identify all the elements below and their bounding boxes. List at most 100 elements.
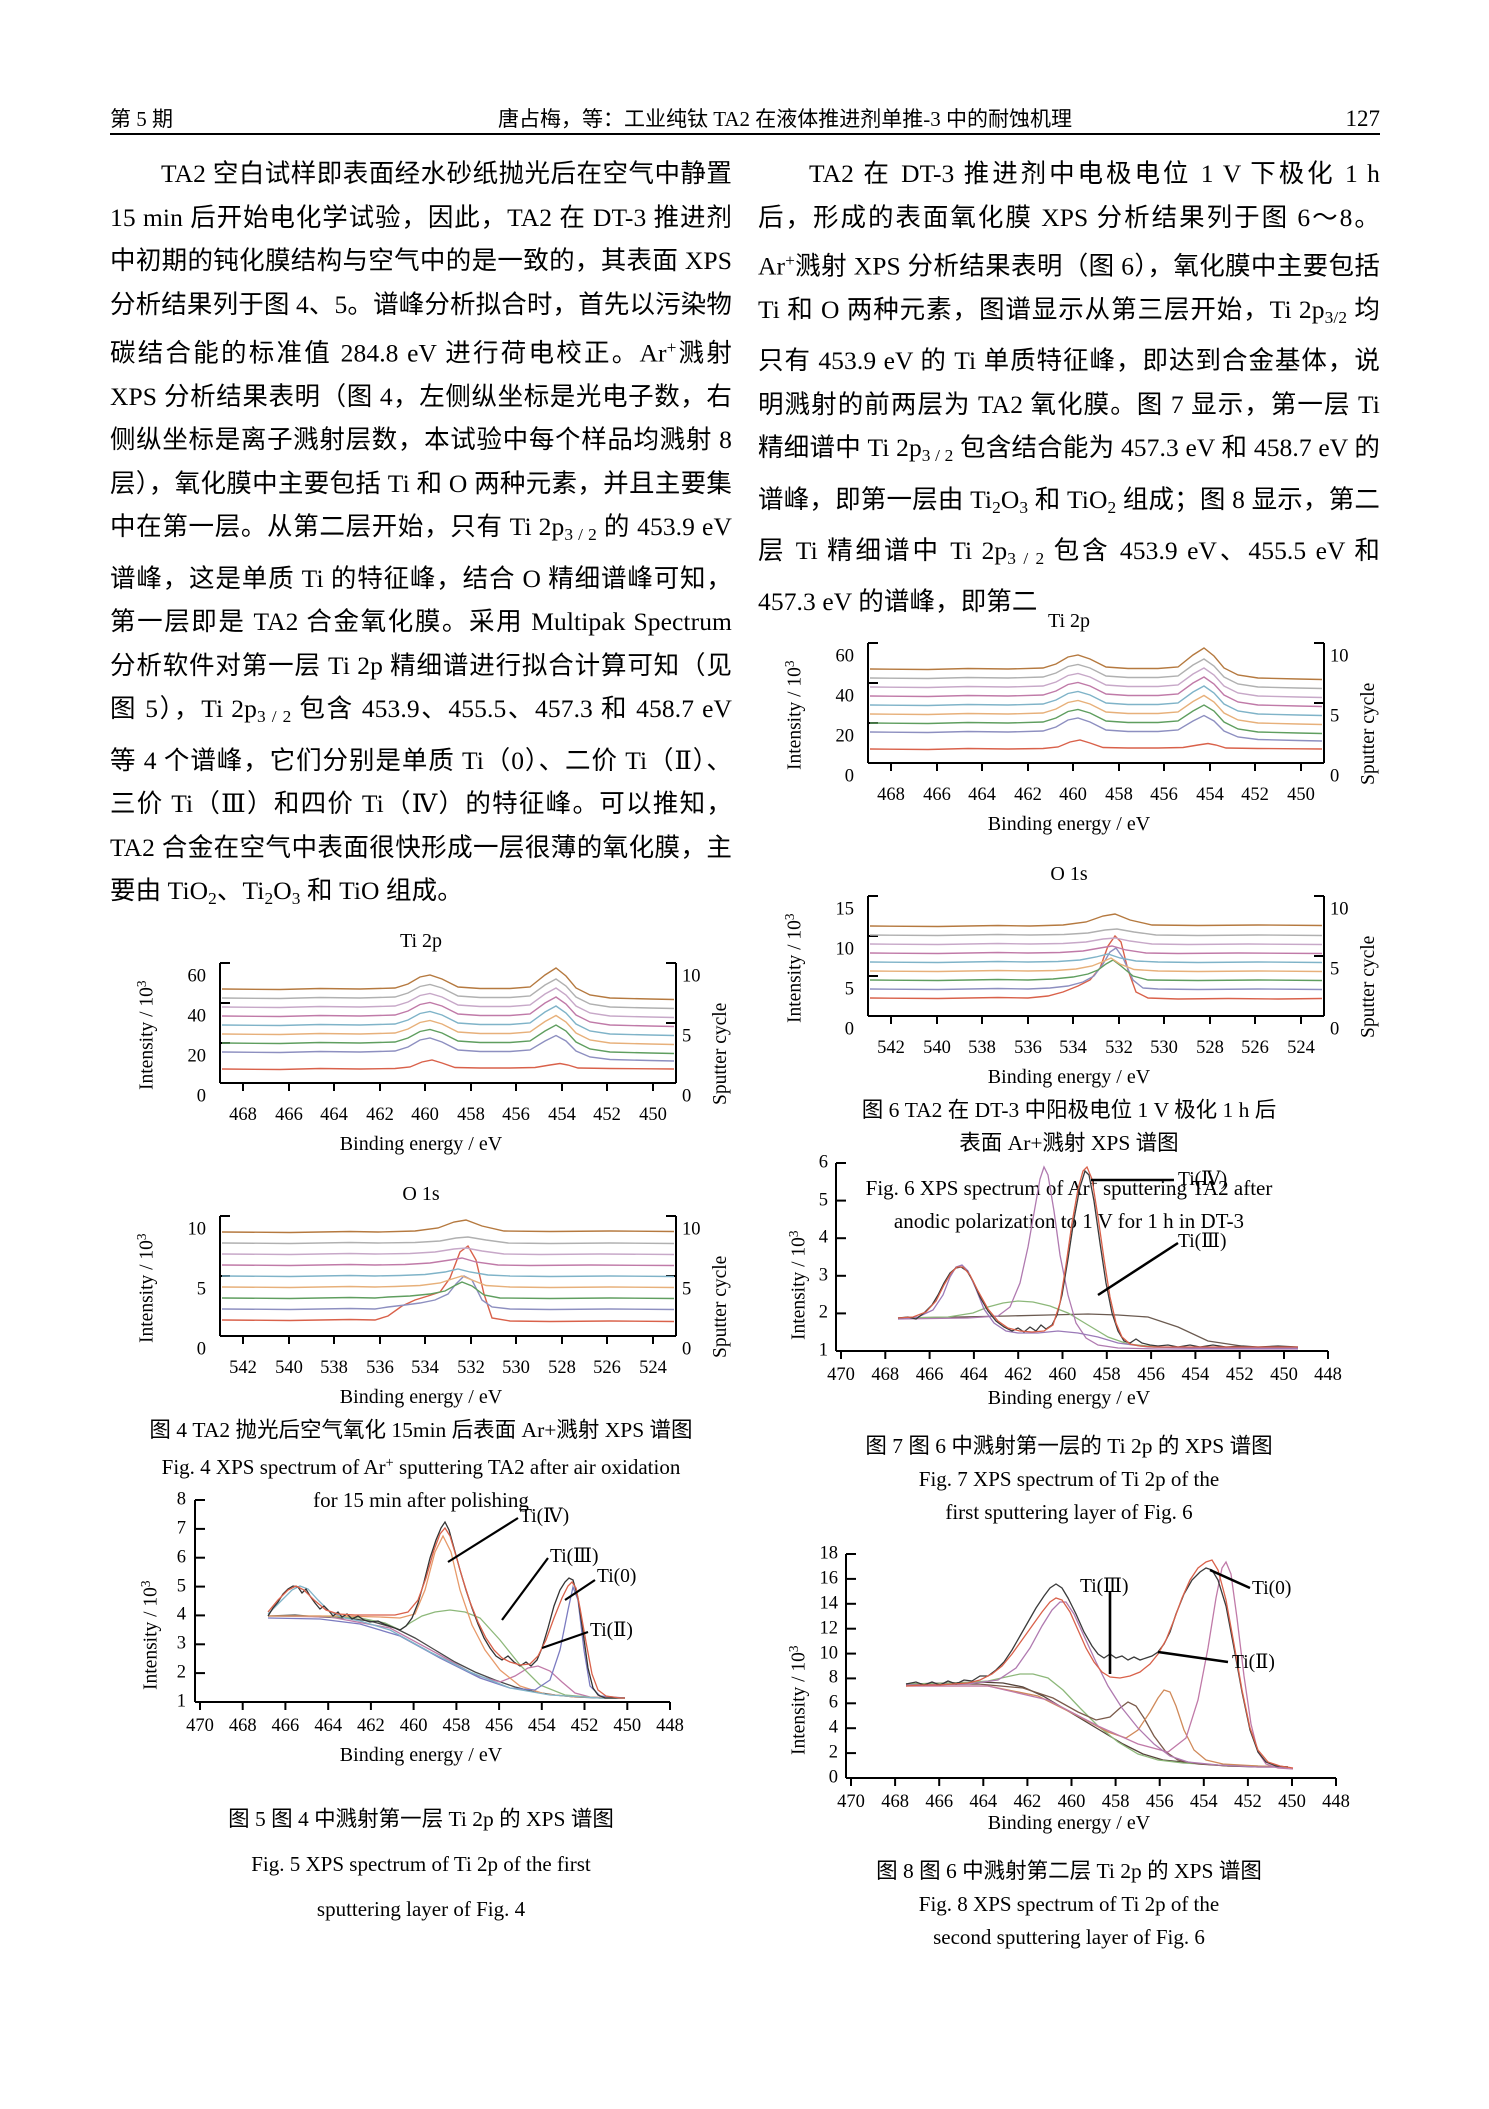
fig6-ti2p-ylabel-right: Sputter cycle <box>1358 682 1379 785</box>
fig7-chart: Intensity / 103 <box>758 1153 1380 1386</box>
fig6-ti2p-xlabel: Binding energy / eV <box>987 813 1151 835</box>
fig6-ti2p-xtick-9: 450 <box>1287 785 1315 805</box>
fig5-annot-ti4: Ti(Ⅳ) <box>520 1506 570 1527</box>
fig7-xtick-2: 466 <box>915 1365 944 1385</box>
fig5-annot-ti0: Ti(0) <box>597 1566 637 1587</box>
fig7-xtick-0: 470 <box>827 1365 855 1385</box>
fig7-xtick-11: 448 <box>1314 1365 1342 1385</box>
fig4-o1s-xtick-8: 526 <box>593 1358 621 1378</box>
fig5-xtick-1: 468 <box>228 1716 257 1736</box>
fig4-ti2p-rtick-5: 5 <box>682 1026 692 1047</box>
fig5-xlabel: Binding energy / eV <box>339 1744 503 1766</box>
fig5-ytick-6: 6 <box>176 1547 186 1568</box>
fig4-caption-en-2: for 15 min after polishing <box>313 1487 529 1512</box>
fig7-ytick-2: 2 <box>818 1302 828 1323</box>
fig6-o1s-xtick-6: 530 <box>1150 1038 1178 1058</box>
fig5-xtick-10: 450 <box>613 1716 642 1736</box>
left-body-paragraph: TA2 空白试样即表面经水砂纸抛光后在空气中静置 15 min 后开始电化学试验… <box>110 159 733 908</box>
fig5-chart: Intensity / 103 <box>110 1490 732 1740</box>
fig6-ti2p-xtick-8: 452 <box>1241 785 1269 805</box>
fig6-ti2p-title: Ti 2p <box>1047 610 1091 632</box>
fig7-annot-ti3: Ti(Ⅲ) <box>1178 1231 1227 1252</box>
fig8-xtick-1: 468 <box>881 1792 909 1812</box>
fig4-o1s-ytick-10: 10 <box>187 1219 207 1240</box>
header-rule <box>110 133 1380 135</box>
fig8-xtick-5: 460 <box>1057 1792 1086 1812</box>
fig6-caption-zh-1: 图 6 TA2 在 DT-3 中阳极电位 1 V 极化 1 h 后 <box>861 1098 1277 1122</box>
fig4-o1s-xtick-9: 524 <box>639 1358 667 1378</box>
fig8-chart: Intensity / 103 <box>758 1540 1380 1813</box>
fig5-xtick-11: 448 <box>656 1716 684 1736</box>
fig5-ytick-8: 8 <box>176 1489 186 1510</box>
fig4-o1s-rtick-0: 0 <box>682 1339 692 1360</box>
fig6-ti2p-ylabel: Intensity / 103 <box>782 660 806 770</box>
fig6-ti2p-xtick-2: 464 <box>968 785 996 805</box>
fig4-ti2p-plot <box>219 962 677 1091</box>
fig5-caption-zh: 图 5 图 4 中溅射第一层 Ti 2p 的 XPS 谱图 <box>228 1807 614 1831</box>
fig6-ti2p-ytick-60: 60 <box>835 646 855 667</box>
fig4-o1s-ylabel-right: Sputter cycle <box>710 1255 731 1358</box>
fig8-xlabel: Binding energy / eV <box>987 1812 1151 1834</box>
fig4-o1s-xtick-0: 542 <box>229 1358 257 1378</box>
figure-4: Ti 2p Intensity / 103 Sputter cycle <box>110 930 732 1517</box>
fig6-ti2p-xtick-5: 458 <box>1105 785 1133 805</box>
fig4-o1s-ylabel: Intensity / 103 <box>134 1233 158 1343</box>
fig5-xtick-2: 466 <box>271 1716 300 1736</box>
fig4-o1s-xtick-6: 530 <box>502 1358 530 1378</box>
fig6-ti2p-xtick-6: 456 <box>1150 785 1178 805</box>
fig7-xtick-7: 456 <box>1137 1365 1165 1385</box>
fig4-o1s-chart: Intensity / 103 Sputter cycle <box>110 1208 732 1408</box>
fig8-ytick-8: 8 <box>828 1667 838 1688</box>
fig6-o1s-xtick-2: 538 <box>968 1038 996 1058</box>
fig7-caption-en-1: Fig. 7 XPS spectrum of Ti 2p of the <box>918 1467 1220 1491</box>
fig8-ytick-0: 0 <box>828 1767 838 1788</box>
fig6-ti2p-rtick-0: 0 <box>1330 766 1340 787</box>
fig6-o1s-ytick-10: 10 <box>835 939 855 960</box>
fig6-o1s-xtick-7: 528 <box>1196 1038 1224 1058</box>
fig4-ti2p-xtick-2: 464 <box>320 1105 348 1125</box>
fig7-plot <box>835 1162 1329 1359</box>
fig4-ti2p-title: Ti 2p <box>399 930 443 952</box>
fig4-o1s-xtick-2: 538 <box>320 1358 348 1378</box>
fig7-xlabel: Binding energy / eV <box>987 1387 1151 1409</box>
fig6-ti2p-xtick-0: 468 <box>877 785 905 805</box>
fig8-ytick-10: 10 <box>819 1643 839 1664</box>
fig8-annot-ti0: Ti(0) <box>1252 1578 1292 1599</box>
fig7-xtick-9: 452 <box>1225 1365 1254 1385</box>
left-column: TA2 空白试样即表面经水砂纸抛光后在空气中静置 15 min 后开始电化学试验… <box>110 152 732 920</box>
fig4-ti2p-ytick-40: 40 <box>187 1006 207 1027</box>
fig6-ti2p-xtick-1: 466 <box>923 785 951 805</box>
fig4-ti2p-xtick-5: 458 <box>457 1105 485 1125</box>
fig4-ti2p-rtick-10: 10 <box>682 966 701 987</box>
fig7-ytick-4: 4 <box>818 1227 828 1248</box>
fig6-o1s-xtick-5: 532 <box>1105 1038 1133 1058</box>
fig7-xtick-5: 460 <box>1048 1365 1077 1385</box>
fig8-ytick-12: 12 <box>819 1618 839 1639</box>
fig6-caption-zh-2: 表面 Ar+溅射 XPS 谱图 <box>959 1131 1179 1155</box>
fig8-ytick-18: 18 <box>819 1543 839 1564</box>
fig7-ytick-3: 3 <box>818 1265 828 1286</box>
page-number: 127 <box>1345 106 1381 131</box>
fig5-xtick-5: 460 <box>399 1716 428 1736</box>
fig8-xtick-8: 454 <box>1189 1792 1218 1812</box>
fig7-caption-en-2: first sputtering layer of Fig. 6 <box>945 1500 1193 1524</box>
fig6-ti2p-rtick-5: 5 <box>1330 706 1340 727</box>
fig5-ytick-7: 7 <box>176 1518 186 1539</box>
fig6-caption-en-2: anodic polarization to 1 V for 1 h in DT… <box>893 1208 1245 1233</box>
fig6-o1s-plot <box>867 895 1325 1024</box>
fig7-ytick-1: 1 <box>818 1340 828 1361</box>
fig5-xtick-6: 458 <box>442 1716 471 1736</box>
fig7-caption-zh: 图 7 图 6 中溅射第一层的 Ti 2p 的 XPS 谱图 <box>865 1434 1273 1458</box>
fig5-xtick-0: 470 <box>186 1716 214 1736</box>
fig4-ti2p-ylabel: Intensity / 103 <box>134 980 158 1090</box>
fig8-xtick-7: 456 <box>1145 1792 1174 1812</box>
fig8-xtick-10: 450 <box>1278 1792 1306 1812</box>
fig6-o1s-xlabel: Binding energy / eV <box>987 1066 1151 1088</box>
fig6-o1s-title: O 1s <box>1050 863 1088 885</box>
fig5-caption-en-2: sputtering layer of Fig. 4 <box>316 1897 526 1921</box>
fig4-o1s-ytick-5: 5 <box>196 1279 206 1300</box>
fig6-o1s-rtick-0: 0 <box>1330 1019 1340 1040</box>
figure-5: Intensity / 103 <box>110 1490 732 1926</box>
fig7-xtick-4: 462 <box>1004 1365 1033 1385</box>
